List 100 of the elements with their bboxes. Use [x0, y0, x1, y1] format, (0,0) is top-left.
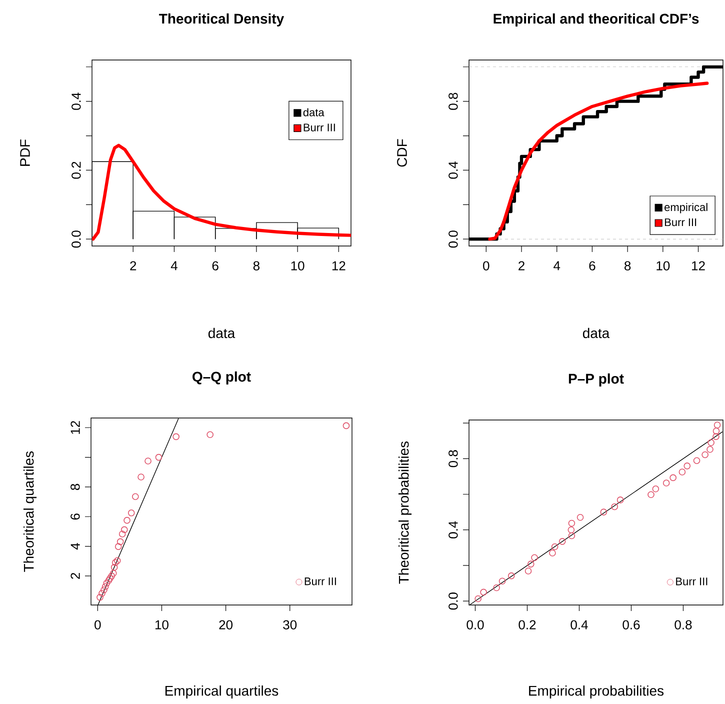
x-tick-label: 0.2: [518, 620, 536, 630]
y-tick-label: 0.2: [72, 162, 81, 179]
chart-title: Empirical and theoritical CDF’s: [494, 13, 699, 26]
y-tick-label: 4: [70, 543, 80, 550]
point: [551, 543, 558, 550]
point: [116, 538, 124, 546]
chart-title: P–P plot: [568, 373, 624, 386]
legend-label: Burr III: [664, 218, 696, 226]
point: [120, 526, 128, 534]
point: [110, 570, 117, 577]
y-tick-label: 12: [70, 421, 80, 434]
line-series: [92, 144, 352, 241]
x-tick-label: 2: [518, 261, 524, 270]
y-tick-label: 0.4: [72, 92, 81, 110]
y-tick-label: 0.0: [72, 230, 81, 248]
x-tick-label: 10: [656, 261, 670, 270]
x-tick-label: 8: [624, 261, 631, 270]
x-tick-label: 8: [253, 261, 260, 270]
point: [568, 526, 575, 534]
y-tick-label: 0.0: [448, 592, 458, 610]
point: [480, 588, 487, 596]
legend-label: Burr III: [304, 124, 335, 132]
point: [144, 458, 152, 464]
y-tick-label: 0.8: [448, 92, 458, 110]
point: [155, 454, 162, 461]
x-tick-label: 30: [283, 620, 297, 630]
point: [508, 572, 515, 580]
point: [531, 554, 538, 562]
x-tick-label: 6: [212, 261, 218, 270]
point: [568, 532, 576, 540]
point: [712, 428, 720, 434]
legend-label: Burr III: [676, 578, 708, 586]
x-tick-label: 4: [554, 261, 560, 270]
chart-title: Q–Q plot: [192, 371, 251, 384]
point: [708, 439, 714, 446]
point: [549, 550, 556, 556]
point: [114, 557, 121, 564]
point: [524, 568, 532, 574]
point: [568, 520, 576, 527]
point: [702, 451, 708, 458]
point: [611, 503, 618, 510]
legend-label: empirical: [664, 203, 708, 214]
x-tick-label: 0.0: [466, 620, 484, 630]
point: [114, 543, 122, 550]
y-tick-label: 0.4: [448, 521, 458, 538]
x-axis-title: Empirical probabilities: [529, 685, 664, 699]
x-tick-label: 0: [483, 261, 490, 270]
point: [527, 560, 534, 568]
y-axis-title: PDF: [20, 140, 30, 166]
y-tick-label: 6: [70, 514, 80, 520]
point: [112, 559, 119, 566]
y-axis-title: Theoritical quartiles: [23, 451, 37, 572]
point: [103, 580, 110, 587]
x-axis-title: data: [582, 328, 610, 338]
point: [678, 468, 686, 476]
point: [172, 433, 180, 440]
y-tick-label: 0.4: [448, 162, 458, 179]
point: [106, 574, 114, 582]
point: [110, 564, 118, 571]
point: [493, 584, 500, 592]
point: [684, 462, 691, 470]
point: [558, 538, 566, 545]
x-tick-label: 20: [219, 620, 233, 630]
point: [600, 508, 608, 516]
x-axis-title: Empirical quartiles: [165, 685, 278, 699]
chart-title: Theoritical Density: [159, 13, 284, 26]
point: [206, 431, 214, 438]
y-axis-title: Theoritical probabilities: [398, 441, 412, 584]
legend-label: Burr III: [304, 578, 336, 586]
point: [105, 577, 112, 584]
point: [648, 491, 654, 498]
line-series: [488, 82, 709, 241]
x-tick-label: 12: [332, 261, 346, 270]
point: [96, 594, 104, 601]
x-tick-label: 2: [130, 261, 136, 270]
point: [100, 586, 108, 594]
point: [128, 510, 135, 516]
point: [342, 422, 350, 430]
point: [670, 474, 676, 482]
point: [118, 530, 126, 538]
x-tick-label: 10: [155, 620, 168, 630]
x-tick-label: 12: [692, 261, 705, 270]
x-tick-label: 10: [291, 261, 304, 270]
x-tick-label: 4: [170, 261, 178, 270]
point: [498, 578, 506, 585]
point: [98, 590, 106, 597]
x-tick-label: 0: [94, 620, 101, 630]
x-axis-title: data: [208, 328, 236, 338]
y-axis-title: CDF: [397, 139, 407, 167]
point: [474, 595, 482, 602]
x-tick-label: 0.8: [674, 620, 692, 630]
point: [124, 516, 130, 524]
point: [693, 457, 700, 464]
x-tick-label: 6: [589, 261, 596, 270]
y-tick-label: 8: [70, 484, 80, 490]
point: [576, 514, 584, 521]
point: [652, 486, 660, 492]
point: [138, 474, 144, 480]
x-tick-label: 0.4: [570, 620, 588, 630]
x-tick-label: 0.6: [622, 620, 640, 630]
